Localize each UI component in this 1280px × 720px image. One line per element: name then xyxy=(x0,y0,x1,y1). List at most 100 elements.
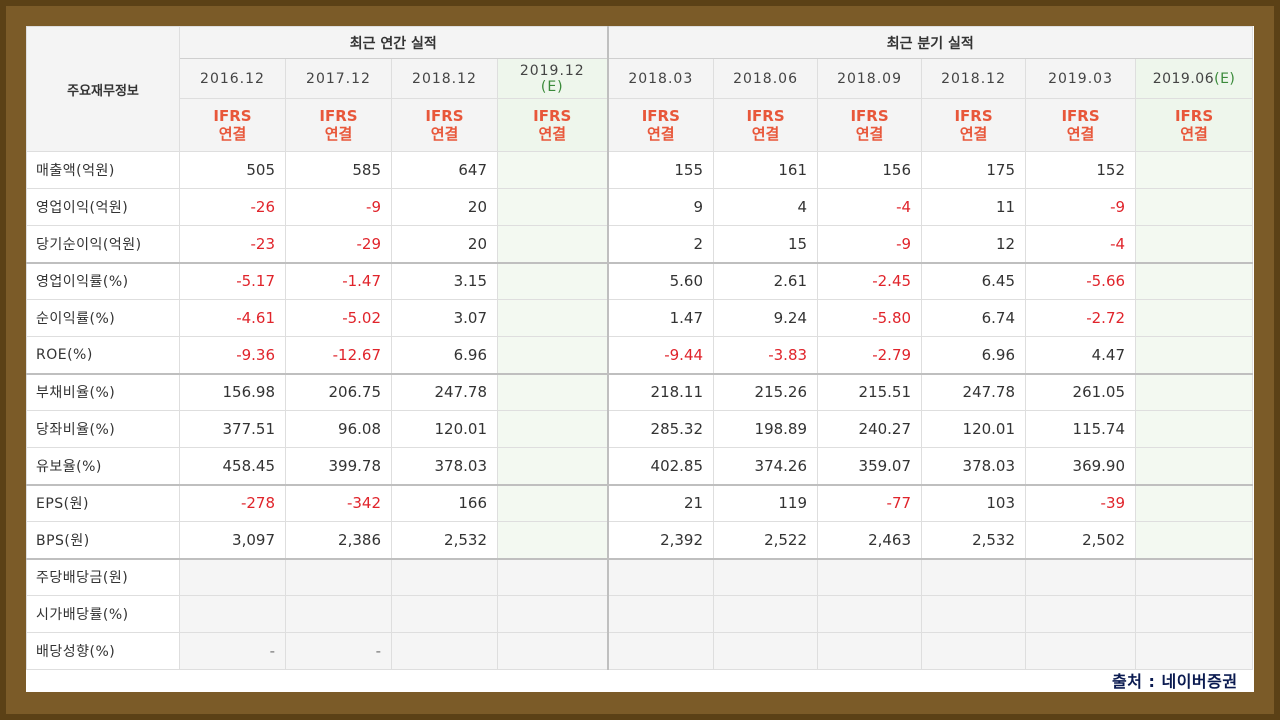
value-cell: - xyxy=(179,632,286,670)
value-cell: -4.61 xyxy=(179,299,286,337)
ifrs-text: IFRS xyxy=(850,107,889,125)
value-cell: -9 xyxy=(817,225,923,263)
value-cell xyxy=(285,557,392,596)
value-cell: -23 xyxy=(179,225,286,263)
value-cell: 6.74 xyxy=(921,299,1027,337)
value-cell: 402.85 xyxy=(607,447,715,485)
row-label: 순이익률(%) xyxy=(26,299,180,337)
value-cell: 6.96 xyxy=(391,336,498,374)
table-row: 순이익률(%) -4.61 -5.02 3.07 1.47 9.24 -5.80 6.74 -2… xyxy=(26,299,1254,337)
ifrs-text: IFRS xyxy=(319,107,358,125)
value-cell xyxy=(496,336,609,374)
ifrs-consolidated-label: IFRS 연결 xyxy=(1135,98,1254,152)
value-cell: -26 xyxy=(179,188,286,226)
value-cell: 4 xyxy=(713,188,819,226)
table-row: 매출액(억원) 505 585 647 155 161 156 175 152 xyxy=(26,151,1254,189)
ifrs-text: IFRS xyxy=(641,107,680,125)
value-cell: -2.79 xyxy=(817,336,923,374)
value-cell xyxy=(1135,447,1254,485)
value-cell: 647 xyxy=(391,151,498,189)
value-cell: 15 xyxy=(713,225,819,263)
value-cell xyxy=(496,188,609,226)
value-cell: -5.02 xyxy=(285,299,392,337)
table-row: 당기순이익(억원) -23 -29 20 2 15 -9 12 -4 xyxy=(26,225,1254,263)
value-cell: -77 xyxy=(817,483,923,522)
value-cell: 285.32 xyxy=(607,410,715,448)
value-cell: 20 xyxy=(391,188,498,226)
value-cell: -9 xyxy=(1025,188,1137,226)
value-cell xyxy=(1135,410,1254,448)
ifrs-consolidated-label: IFRS 연결 xyxy=(391,98,498,152)
value-cell: 247.78 xyxy=(921,372,1027,411)
value-cell: 378.03 xyxy=(391,447,498,485)
value-cell: -39 xyxy=(1025,483,1137,522)
quarter-period: 2019.03 xyxy=(1025,58,1137,99)
row-label: 배당성향(%) xyxy=(26,632,180,670)
ifrs-consolidated-label: IFRS 연결 xyxy=(607,98,715,152)
value-cell: 96.08 xyxy=(285,410,392,448)
row-label: 부채비율(%) xyxy=(26,372,180,411)
quarter-period: 2018.12 xyxy=(921,58,1027,99)
ifrs-consolidated-label: IFRS 연결 xyxy=(285,98,392,152)
value-cell xyxy=(285,595,392,633)
value-cell xyxy=(496,261,609,300)
ifrs-text: IFRS xyxy=(533,107,572,125)
value-cell: 2,502 xyxy=(1025,521,1137,559)
ifrs-text: IFRS xyxy=(1174,107,1214,125)
estimate-mark: (E) xyxy=(540,78,564,95)
value-cell: 374.26 xyxy=(713,447,819,485)
value-cell xyxy=(1025,632,1137,670)
table-row: 배당성향(%) - - xyxy=(26,632,1254,670)
value-cell: 115.74 xyxy=(1025,410,1137,448)
ifrs-text: IFRS xyxy=(746,107,785,125)
value-cell xyxy=(496,372,609,411)
value-cell: 6.96 xyxy=(921,336,1027,374)
value-cell xyxy=(1135,595,1254,633)
main-label: 주요재무정보 xyxy=(26,26,180,152)
value-cell: 505 xyxy=(179,151,286,189)
value-cell xyxy=(496,225,609,263)
value-cell: 152 xyxy=(1025,151,1137,189)
consolidated-text: 연결 xyxy=(959,125,988,143)
value-cell xyxy=(713,595,819,633)
value-cell: 12 xyxy=(921,225,1027,263)
value-cell: 9 xyxy=(607,188,715,226)
ifrs-text: IFRS xyxy=(1061,107,1100,125)
value-cell xyxy=(607,595,715,633)
table-row: 주당배당금(원) xyxy=(26,557,1254,596)
annual-period: 2017.12 xyxy=(285,58,392,99)
consolidated-text: 연결 xyxy=(751,125,780,143)
value-cell: 198.89 xyxy=(713,410,819,448)
value-cell: -1.47 xyxy=(285,261,392,300)
annual-group-header: 최근 연간 실적 xyxy=(178,26,609,59)
value-cell: 458.45 xyxy=(179,447,286,485)
value-cell: 120.01 xyxy=(921,410,1027,448)
consolidated-text: 연결 xyxy=(324,125,353,143)
row-label: BPS(원) xyxy=(26,521,180,559)
value-cell: -278 xyxy=(179,483,286,522)
value-cell: 175 xyxy=(921,151,1027,189)
value-cell: 261.05 xyxy=(1025,372,1137,411)
value-cell xyxy=(1135,188,1254,226)
value-cell: 2,532 xyxy=(391,521,498,559)
value-cell xyxy=(1135,261,1254,300)
consolidated-text: 연결 xyxy=(218,125,247,143)
value-cell: -5.66 xyxy=(1025,261,1137,300)
quarter-period: 2018.06 xyxy=(713,58,819,99)
value-cell xyxy=(1135,632,1254,670)
value-cell: -12.67 xyxy=(285,336,392,374)
ifrs-consolidated-label: IFRS 연결 xyxy=(921,98,1027,152)
value-cell: -5.80 xyxy=(817,299,923,337)
value-cell xyxy=(921,632,1027,670)
estimate-mark: (E) xyxy=(1214,70,1236,87)
value-cell xyxy=(496,447,609,485)
value-cell xyxy=(496,299,609,337)
ifrs-consolidated-label: IFRS 연결 xyxy=(179,98,286,152)
value-cell: 161 xyxy=(713,151,819,189)
value-cell xyxy=(1135,557,1254,596)
value-cell xyxy=(817,595,923,633)
value-cell: 585 xyxy=(285,151,392,189)
ifrs-consolidated-label: IFRS 연결 xyxy=(713,98,819,152)
value-cell: 2,463 xyxy=(817,521,923,559)
row-label: 당기순이익(억원) xyxy=(26,225,180,263)
